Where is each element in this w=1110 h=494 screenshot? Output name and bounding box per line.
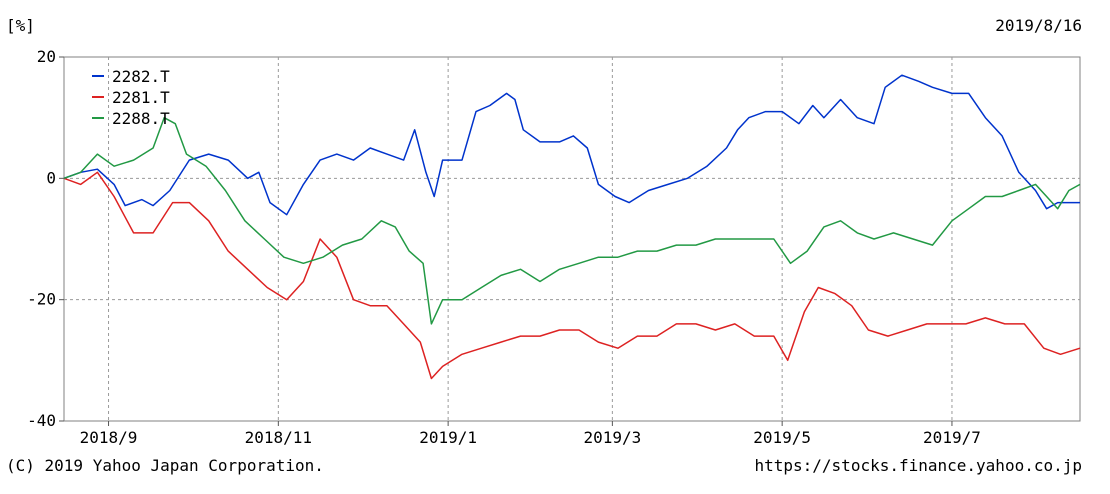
grid-lines (64, 57, 1080, 421)
x-tick-label: 2018/11 (245, 428, 312, 447)
series-line-2282-T (63, 74, 1080, 216)
series-line-2281-T (63, 171, 1081, 380)
chart-date: 2019/8/16 (995, 16, 1082, 35)
y-tick-label: 0 (46, 168, 56, 187)
x-tick-label: 2018/9 (80, 428, 138, 447)
x-tick-label: 2019/1 (419, 428, 477, 447)
x-tick-label: 2019/7 (923, 428, 981, 447)
plot-area (63, 56, 1081, 422)
y-tick-label: -40 (27, 411, 56, 430)
y-tick-label: 20 (37, 47, 56, 66)
legend-label: 2288.T (112, 109, 170, 128)
series-lines (63, 74, 1081, 380)
y-axis-ticks: 20 0 -20 -40 (27, 47, 64, 430)
y-tick-label: -20 (27, 290, 56, 309)
x-tick-label: 2019/3 (583, 428, 641, 447)
legend-label: 2282.T (112, 67, 170, 86)
x-tick-label: 2019/5 (753, 428, 811, 447)
source-url-link[interactable]: https://stocks.finance.yahoo.co.jp (754, 456, 1082, 475)
x-axis-ticks: 2018/9 2018/11 2019/1 2019/3 2019/5 2019/7 (80, 421, 981, 447)
series-line-2288-T (63, 116, 1081, 325)
y-unit-label: [%] (6, 16, 35, 35)
copyright-text: (C) 2019 Yahoo Japan Corporation. (6, 456, 324, 475)
legend: 2282.T 2281.T 2288.T (92, 67, 170, 128)
legend-label: 2281.T (112, 88, 170, 107)
